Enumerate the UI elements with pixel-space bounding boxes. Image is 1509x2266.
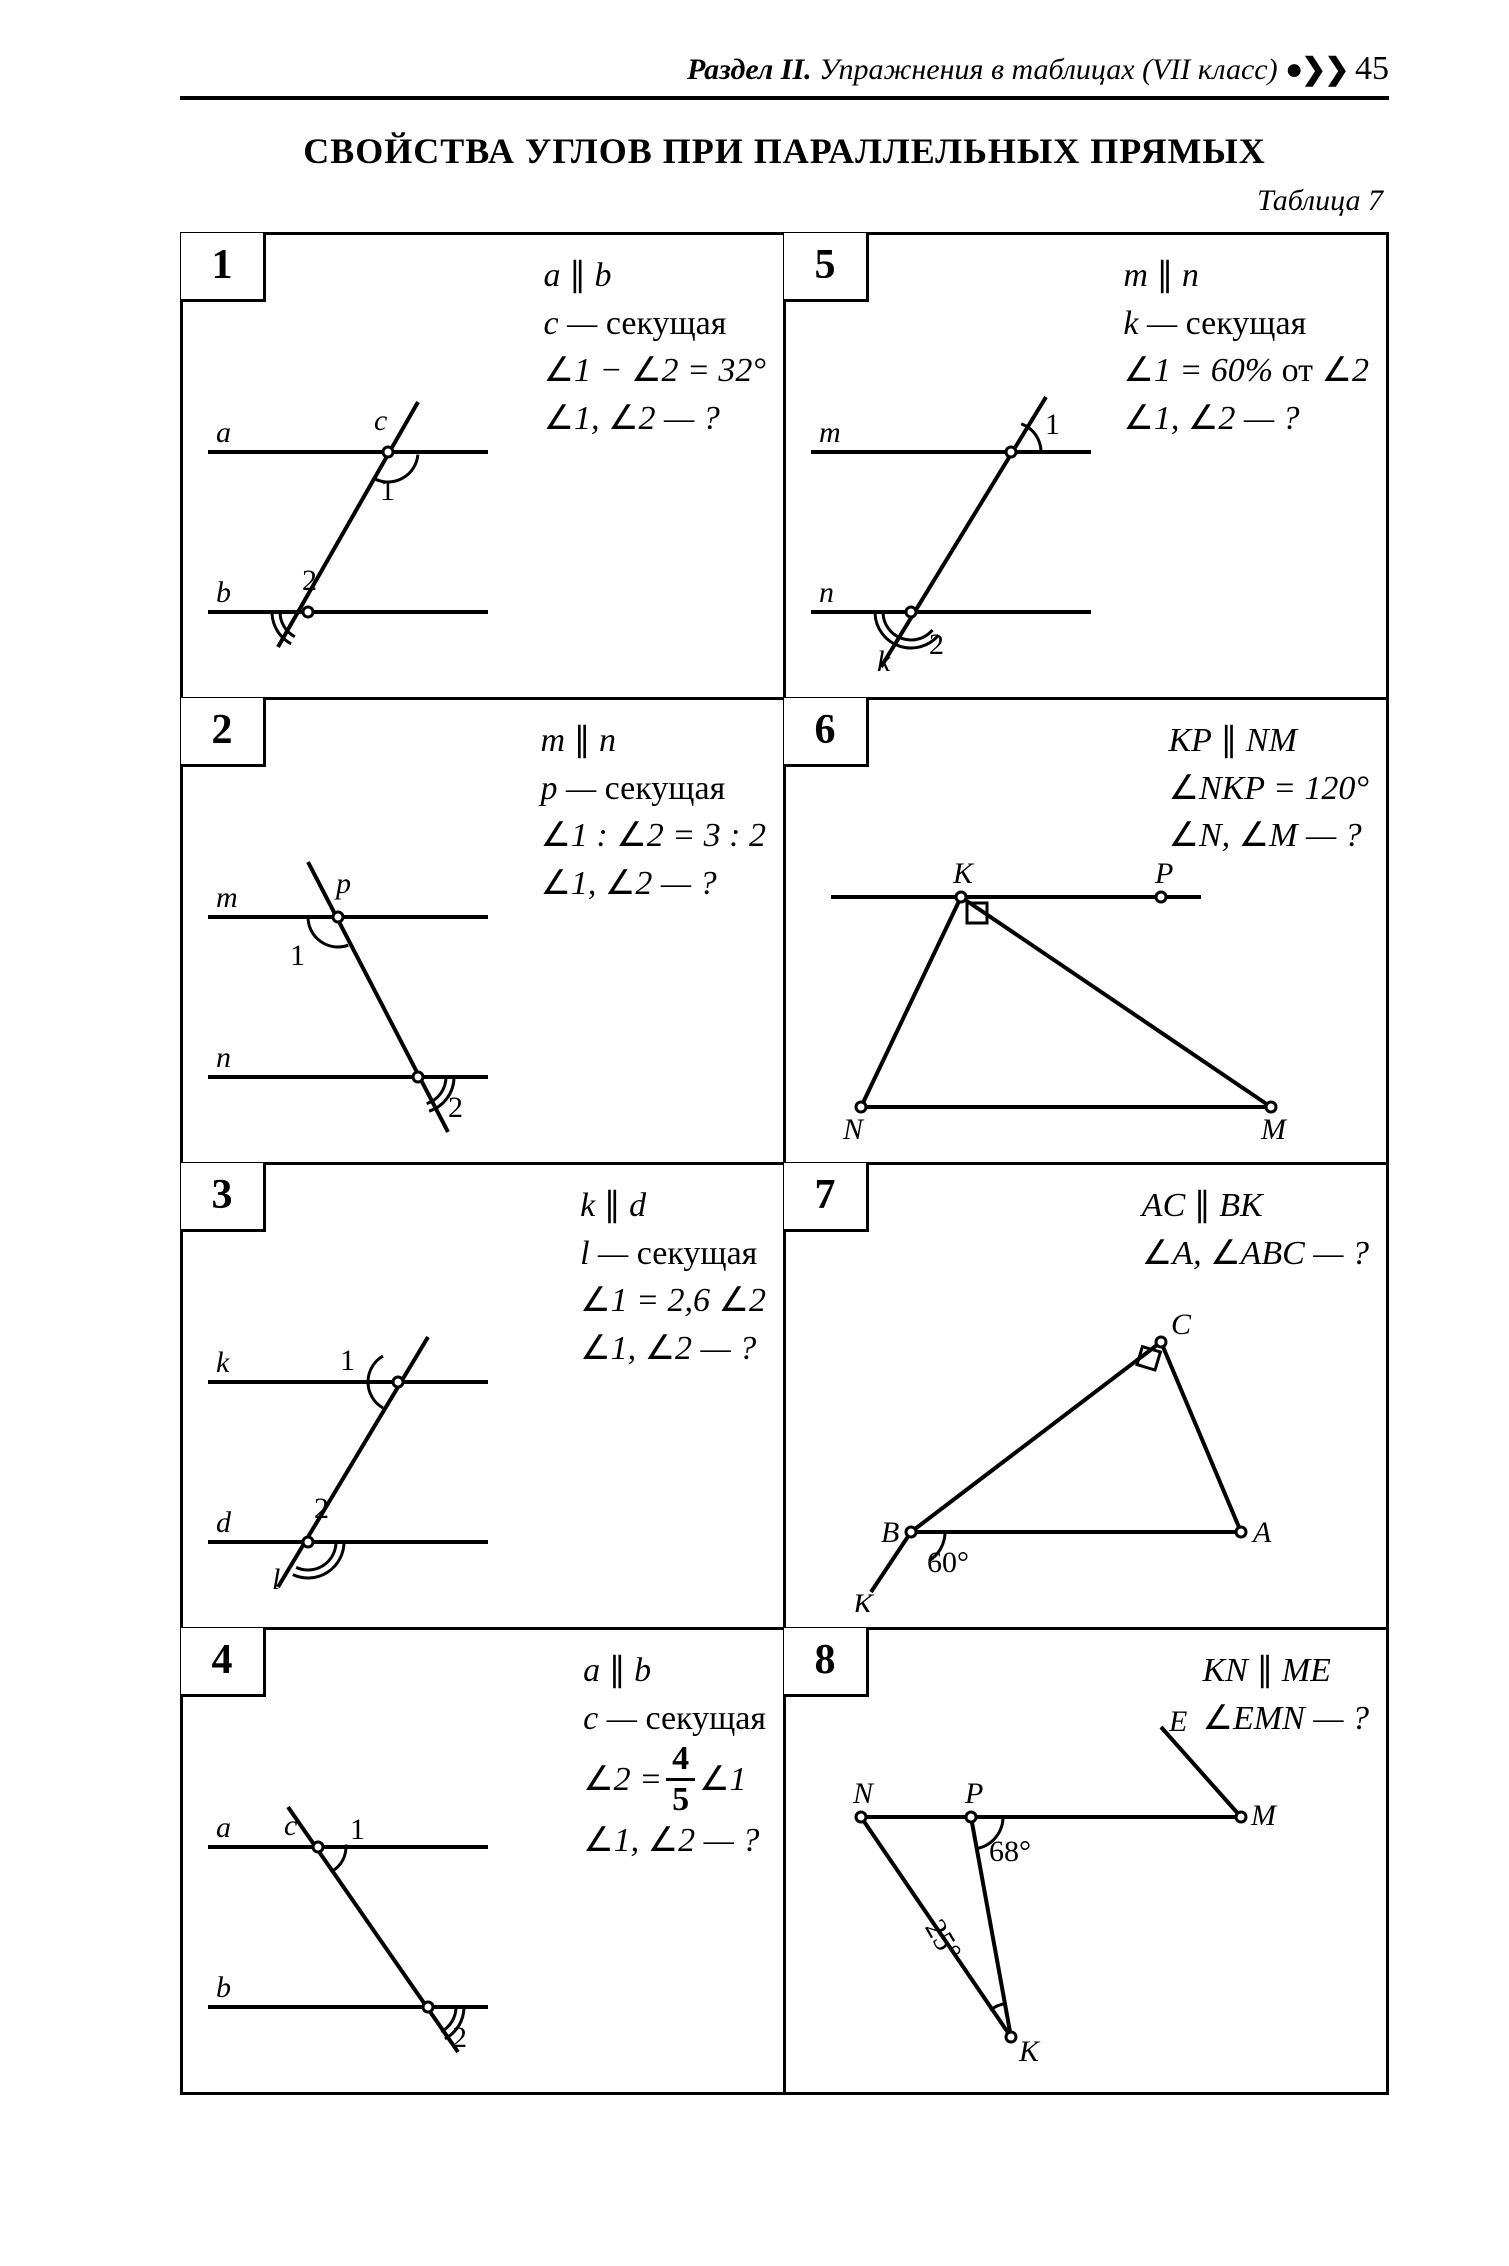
svg-text:a: a	[216, 416, 231, 449]
svg-text:E: E	[1168, 1705, 1187, 1738]
svg-text:M: M	[1250, 1799, 1278, 1832]
svg-text:1: 1	[350, 1813, 365, 1846]
svg-text:a: a	[216, 1811, 231, 1844]
svg-text:n: n	[819, 576, 834, 609]
svg-text:2: 2	[302, 564, 317, 597]
svg-text:25°: 25°	[918, 1914, 968, 1967]
cell-diagram: k d l 1 2	[198, 1292, 498, 1612]
cell-number: 7	[784, 1163, 869, 1232]
exercise-cell: 4 abc — секущая2 = 45 11, 2 — ? a b c 1 2	[182, 1629, 785, 2094]
svg-text:C: C	[1171, 1308, 1192, 1341]
cell-given: kdl — секущая1 = 2,6 21, 2 — ?	[580, 1182, 766, 1372]
svg-text:K: K	[852, 1588, 875, 1612]
svg-text:2: 2	[929, 628, 944, 661]
cell-number: 5	[784, 233, 869, 302]
cell-number: 1	[181, 233, 266, 302]
svg-text:2: 2	[314, 1492, 329, 1525]
cell-diagram: m n k 1 2	[801, 362, 1101, 682]
cell-number: 8	[784, 1628, 869, 1697]
cell-diagram: K P N M	[801, 807, 1301, 1147]
cell-diagram: a b c 1 2	[198, 1757, 498, 2077]
svg-text:P: P	[964, 1777, 983, 1810]
exercise-cell: 7 ACBKA, ABC — ? 60°BACK	[785, 1164, 1388, 1629]
header-rest: Упражнения в таблицах (VII класс)	[819, 53, 1277, 86]
cell-given: mnp — секущая1 : 2 = 3 : 21, 2 — ?	[540, 717, 766, 907]
cell-number: 6	[784, 698, 869, 767]
svg-text:K: K	[1018, 2035, 1041, 2068]
svg-text:p: p	[334, 867, 351, 900]
exercise-cell: 2 mnp — секущая1 : 2 = 3 : 21, 2 — ? m n p…	[182, 699, 785, 1164]
svg-text:b: b	[216, 576, 231, 609]
svg-text:k: k	[877, 645, 891, 678]
svg-text:N: N	[852, 1777, 875, 1810]
svg-text:2: 2	[452, 2021, 467, 2054]
svg-text:1: 1	[290, 939, 305, 972]
cell-diagram: 60° B A C K	[801, 1252, 1321, 1612]
running-header: Раздел II. Упражнения в таблицах (VII кл…	[180, 50, 1389, 96]
svg-text:A: A	[1251, 1516, 1272, 1549]
exercise-cell: 8 KNMEEMN — ? 68°25°NPMEK	[785, 1629, 1388, 2094]
table-label: Таблица 7	[180, 184, 1383, 218]
cell-given: abc — секущая1 − 2 = 32°1, 2 — ?	[544, 252, 766, 442]
svg-text:c: c	[284, 1809, 297, 1842]
cell-given: mnk — секущая1 = 60% от 21, 2 — ?	[1123, 252, 1369, 442]
header-bullets-icon: ●❯❯	[1285, 53, 1347, 86]
svg-text:60°: 60°	[927, 1546, 969, 1579]
cell-given: abc — секущая2 = 45 11, 2 — ?	[583, 1647, 766, 1865]
svg-text:c: c	[374, 404, 387, 437]
svg-text:k: k	[216, 1346, 230, 1379]
svg-text:m: m	[819, 416, 841, 449]
exercise-cell: 5 mnk — секущая1 = 60% от 21, 2 — ? m n k 1…	[785, 234, 1388, 699]
page-title: СВОЙСТВА УГЛОВ ПРИ ПАРАЛЛЕЛЬНЫХ ПРЯМЫХ	[180, 130, 1389, 172]
header-rule	[180, 96, 1389, 100]
cell-diagram: m n p 1 2	[198, 827, 498, 1147]
svg-text:d: d	[216, 1506, 232, 1539]
svg-text:N: N	[842, 1113, 865, 1146]
svg-text:m: m	[216, 881, 238, 914]
cell-diagram: a b c 1 2	[198, 362, 498, 682]
page: Раздел II. Упражнения в таблицах (VII кл…	[0, 0, 1509, 2266]
svg-text:B: B	[881, 1516, 899, 1549]
cell-number: 3	[181, 1163, 266, 1232]
exercise-grid: 1 abc — секущая1 − 2 = 32°1, 2 — ? abc12…	[180, 232, 1389, 2095]
svg-text:1: 1	[340, 1344, 355, 1377]
svg-text:68°: 68°	[989, 1835, 1031, 1868]
svg-text:b: b	[216, 1971, 231, 2004]
svg-text:2: 2	[448, 1091, 463, 1124]
svg-text:K: K	[952, 857, 975, 890]
svg-text:1: 1	[380, 474, 395, 507]
exercise-cell: 3 kdl — секущая1 = 2,6 21, 2 — ? k d l 1 2	[182, 1164, 785, 1629]
exercise-cell: 6 KPNMNKP = 120°N, M — ? KPNM	[785, 699, 1388, 1164]
header-section: Раздел II.	[687, 53, 812, 86]
svg-text:l: l	[272, 1563, 280, 1596]
svg-text:1: 1	[1045, 408, 1060, 441]
cell-diagram: 68° 25° N P M E K	[801, 1697, 1321, 2077]
page-number: 45	[1355, 50, 1389, 87]
svg-text:M: M	[1260, 1113, 1288, 1146]
svg-text:P: P	[1154, 857, 1173, 890]
cell-number: 2	[181, 698, 266, 767]
cell-number: 4	[181, 1628, 266, 1697]
svg-text:n: n	[216, 1041, 231, 1074]
exercise-cell: 1 abc — секущая1 − 2 = 32°1, 2 — ? a b c 1 2	[182, 234, 785, 699]
